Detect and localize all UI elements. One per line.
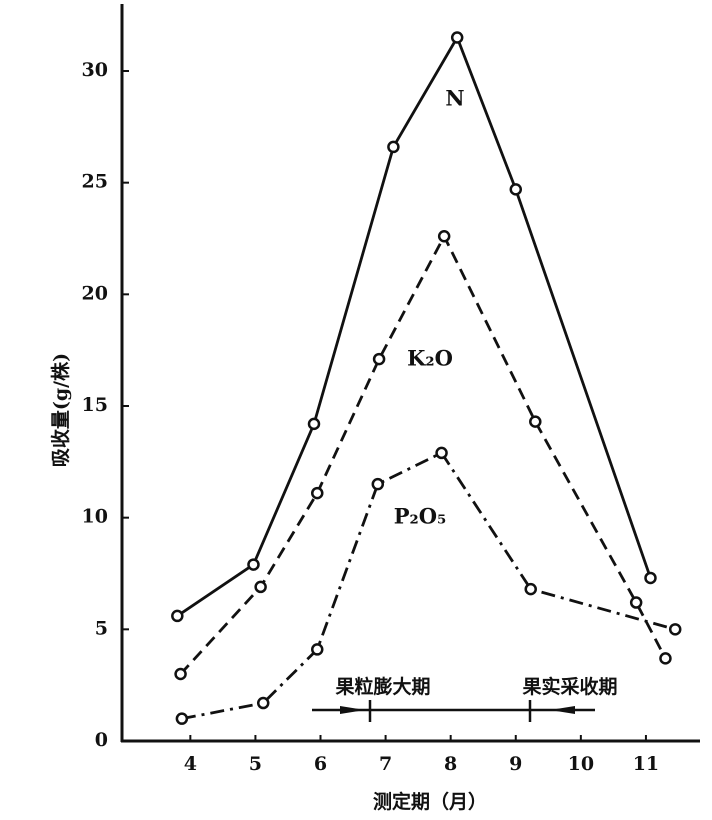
x-tick-label: 9 xyxy=(509,753,522,775)
point xyxy=(247,558,260,571)
y-tick-label: 30 xyxy=(82,59,108,81)
point xyxy=(372,352,386,366)
point xyxy=(529,415,542,428)
period-label: 果实采收期 xyxy=(521,675,617,698)
point xyxy=(371,477,385,491)
x-tick-label: 10 xyxy=(568,753,594,775)
point xyxy=(311,643,324,656)
y-tick-label: 15 xyxy=(82,394,108,416)
point xyxy=(668,623,682,636)
series-line xyxy=(176,34,652,618)
y-tick-label: 20 xyxy=(82,282,108,304)
series-label: K₂O xyxy=(407,346,453,371)
point xyxy=(175,712,189,725)
point xyxy=(174,667,187,681)
point xyxy=(307,417,321,431)
point xyxy=(644,571,657,585)
x-tick-label: 7 xyxy=(379,753,392,775)
x-axis-label: 测定期（月） xyxy=(373,790,487,813)
period-label: 果粒膨大期 xyxy=(334,675,430,698)
point xyxy=(387,140,400,154)
series-label: P₂O₅ xyxy=(394,504,446,529)
y-tick-label: 0 xyxy=(95,729,108,751)
point xyxy=(524,582,537,596)
point xyxy=(311,486,324,500)
point xyxy=(171,609,184,623)
y-tick-label: 10 xyxy=(82,506,108,528)
point xyxy=(256,696,270,710)
point xyxy=(254,580,267,594)
point xyxy=(437,230,451,243)
point xyxy=(629,596,643,609)
x-tick-label: 4 xyxy=(184,753,197,775)
series-label: N xyxy=(445,86,464,111)
x-tick-label: 8 xyxy=(444,753,457,775)
point xyxy=(450,31,464,44)
point xyxy=(435,446,448,460)
y-axis-label: 吸收量(g/株) xyxy=(49,353,72,467)
x-tick-label: 5 xyxy=(249,753,262,775)
y-tick-label: 25 xyxy=(82,171,108,193)
series-line xyxy=(179,233,667,675)
x-tick-label: 11 xyxy=(633,753,659,775)
x-tick-label: 6 xyxy=(314,753,327,775)
point xyxy=(659,652,672,665)
point xyxy=(509,183,523,196)
period-bar xyxy=(312,700,595,722)
y-tick-label: 5 xyxy=(95,617,108,639)
